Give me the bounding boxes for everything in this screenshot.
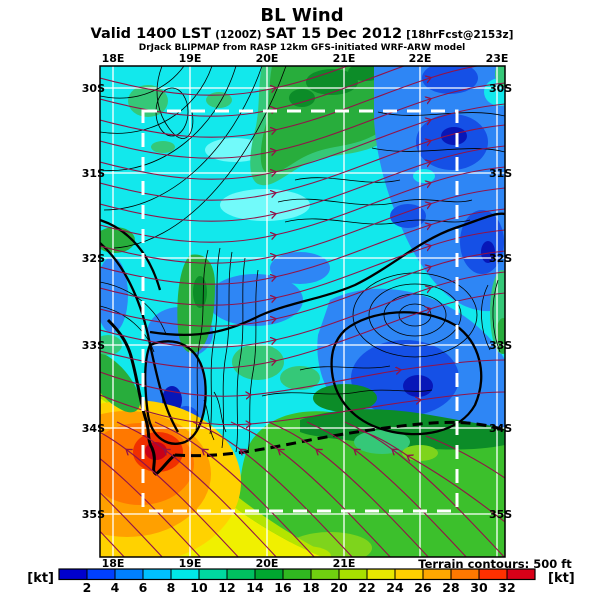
colorbar-cell: [226, 568, 256, 580]
lon-label: 21E: [333, 52, 356, 65]
colorbar-tick-label: 24: [386, 580, 404, 595]
colorbar-tick-label: 12: [218, 580, 235, 595]
streamline: [306, 421, 467, 557]
colorbar-tick-label: 2: [83, 580, 92, 595]
colorbar-cell: [478, 568, 508, 580]
lat-label: 32S: [82, 252, 105, 265]
terrain-note: Terrain contours: 500 ft: [418, 557, 572, 571]
streamline: [100, 391, 505, 425]
colorbar-cell: [394, 568, 424, 580]
colorbar-tick-label: 22: [358, 580, 375, 595]
colorbar-tick-label: 28: [442, 580, 459, 595]
colorbar-cell: [366, 568, 396, 580]
lat-label: 32S: [489, 252, 512, 265]
streamline: [100, 431, 239, 557]
colorbar-cell: [58, 568, 88, 580]
model-attribution: DrJack BLIPMAP from RASP 12km GFS-initia…: [139, 43, 466, 53]
colorbar-tick-label: 10: [190, 580, 208, 595]
lat-label: 31S: [82, 167, 105, 180]
lon-label: 22E: [409, 52, 432, 65]
lat-label: 30S: [489, 82, 512, 95]
lon-label: 23E: [486, 52, 509, 65]
colorbar-cell: [198, 568, 228, 580]
map-canvas: [100, 66, 505, 557]
colorbar-cell: [170, 568, 200, 580]
colorbar-cell: [450, 568, 480, 580]
colorbar-tick-label: 14: [246, 580, 264, 595]
lon-label: 21E: [333, 557, 356, 570]
colorbar-cell: [506, 568, 536, 580]
lon-label: 18E: [102, 557, 125, 570]
lon-axis-top: 18E 19E 20E 21E 22E 23E: [102, 52, 509, 65]
colorbar-cell: [282, 568, 312, 580]
streamline: [425, 435, 505, 479]
inner-domain-box: [141, 109, 459, 513]
unit-label-left: [kt]: [27, 571, 54, 586]
colorbar-tick-label: 30: [470, 580, 488, 595]
page-title: BL Wind: [260, 5, 343, 26]
streamline: [344, 421, 505, 557]
lat-label: 33S: [489, 339, 512, 352]
lon-label: 19E: [179, 52, 202, 65]
colorbar-tick-label: 6: [139, 580, 148, 595]
lat-axis-left: 30S 31S 32S 33S 34S 35S: [82, 82, 105, 521]
lon-label: 20E: [256, 557, 279, 570]
colorbar-tick-label: 18: [302, 580, 319, 595]
colorbar-cells: 2 4 6 8 10 12 14 16 18 20 22 24 26 28 30 32: [58, 568, 536, 595]
colorbar-cell: [422, 568, 452, 580]
lon-label: 20E: [256, 52, 279, 65]
colorbar-border: [58, 568, 536, 581]
colorbar-cell: [338, 568, 368, 580]
lat-label: 31S: [489, 167, 512, 180]
colorbar-tick-label: 32: [498, 580, 515, 595]
colorbar-cell: [310, 568, 340, 580]
streamline: [100, 359, 505, 396]
streamline: [154, 421, 315, 557]
colorbar: [kt] 2 4 6 8 10 12 14 16 18 20 22 24 26 28 30 32 [kt]: [27, 568, 575, 595]
lat-label: 30S: [82, 82, 105, 95]
colorbar-cell: [114, 568, 144, 580]
streamline: [100, 292, 505, 369]
colorbar-tick-label: 20: [330, 580, 348, 595]
valid-line: Valid 1400 LST (1200Z) SAT 15 Dec 2012 [18h…: [91, 26, 514, 42]
map-frame: [99, 65, 506, 558]
colorbar-cell: [86, 568, 116, 580]
lat-label: 35S: [489, 508, 512, 521]
streamline: [357, 429, 505, 523]
lon-label: 19E: [179, 557, 202, 570]
streamline: [100, 457, 201, 557]
colorbar-tick-label: 8: [167, 580, 176, 595]
unit-label-right: [kt]: [548, 571, 575, 586]
lat-label: 33S: [82, 339, 105, 352]
colorbar-tick-label: 4: [111, 580, 120, 595]
streamline: [268, 421, 429, 557]
streamline: [100, 491, 163, 557]
lat-label: 35S: [82, 508, 105, 521]
colorbar-tick-label: 16: [274, 580, 292, 595]
colorbar-cell: [254, 568, 284, 580]
lat-label: 34S: [82, 422, 105, 435]
streamline: [116, 421, 277, 557]
streamline: [192, 421, 353, 557]
lat-label: 34S: [489, 422, 512, 435]
colorbar-tick-label: 26: [414, 580, 432, 595]
lon-axis-bottom: 18E 19E 20E 21E: [102, 557, 356, 570]
streamline: [230, 421, 391, 557]
colorbar-cell: [142, 568, 172, 580]
lon-label: 18E: [102, 52, 125, 65]
lat-axis-right: 30S 31S 32S 33S 34S 35S: [489, 82, 512, 521]
